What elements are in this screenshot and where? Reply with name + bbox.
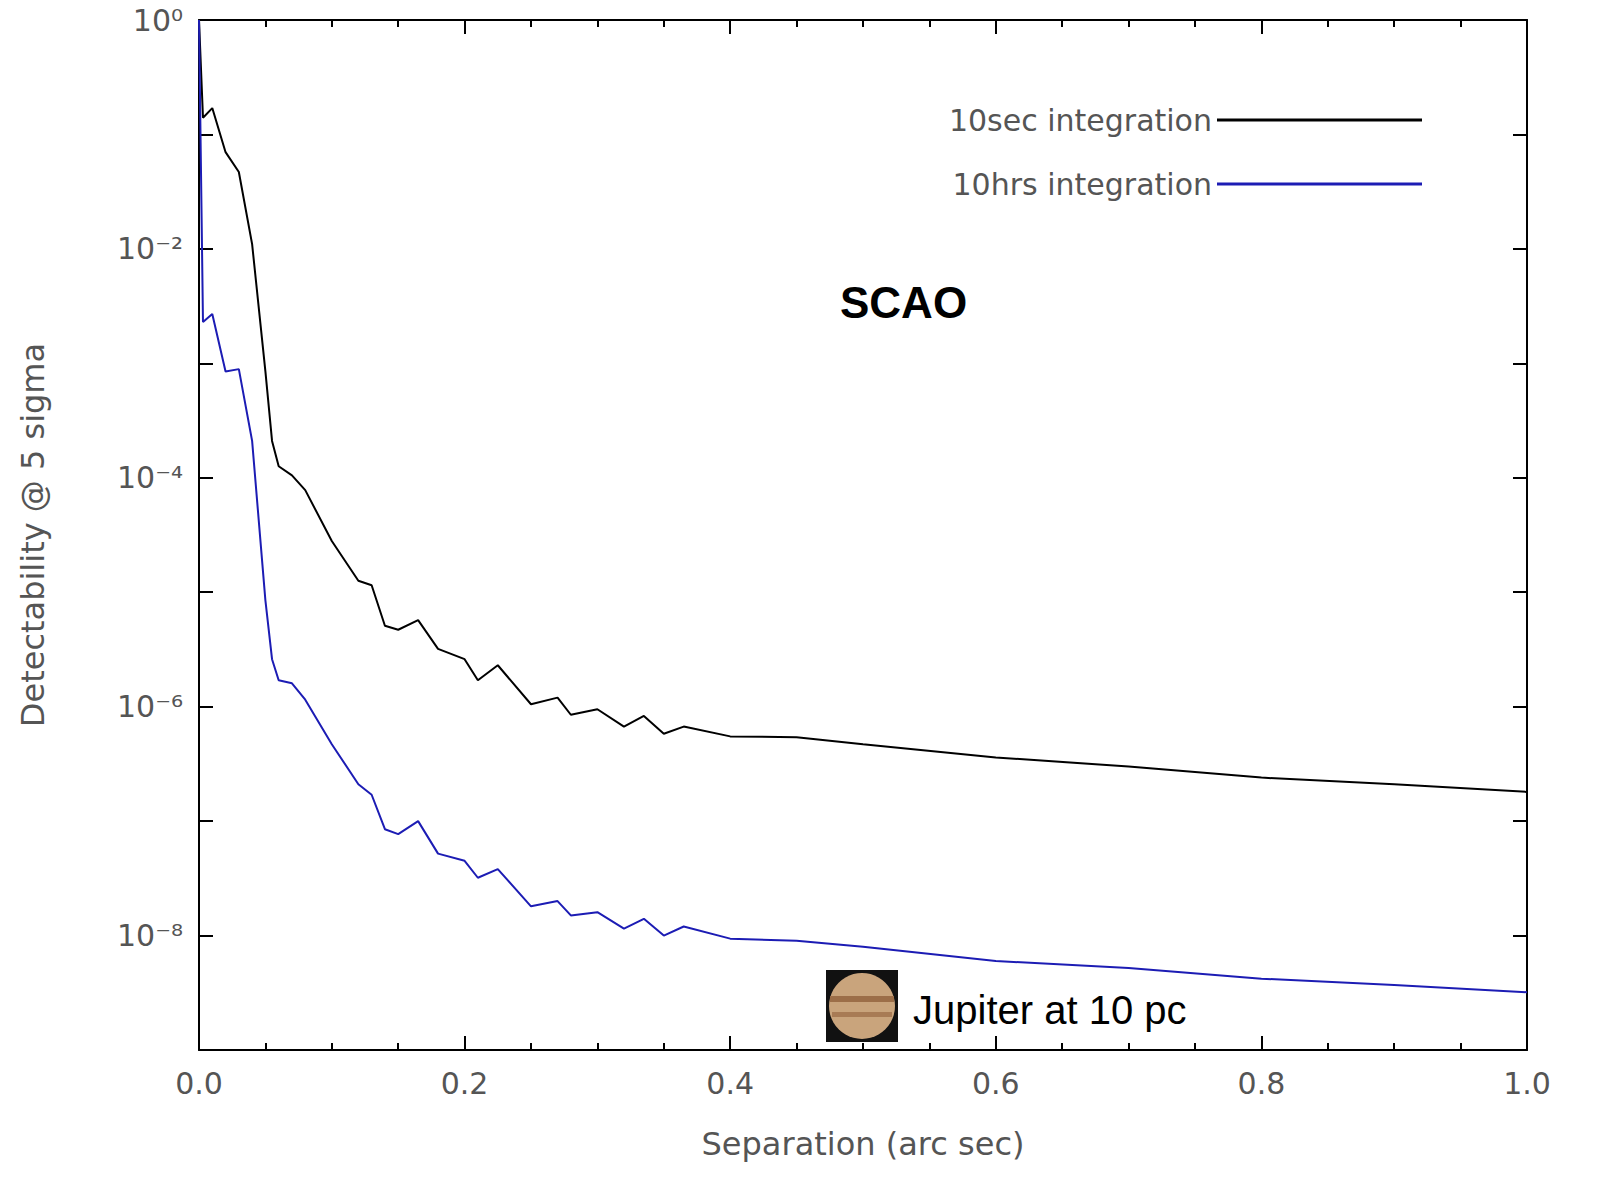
svg-text:0.0: 0.0 bbox=[175, 1066, 223, 1101]
svg-text:10⁻²: 10⁻² bbox=[117, 231, 183, 266]
svg-text:0.8: 0.8 bbox=[1238, 1066, 1286, 1101]
svg-text:1.0: 1.0 bbox=[1503, 1066, 1551, 1101]
svg-text:10sec integration: 10sec integration bbox=[949, 103, 1212, 138]
svg-text:Detectability @ 5 sigma: Detectability @ 5 sigma bbox=[14, 343, 52, 727]
svg-text:0.4: 0.4 bbox=[706, 1066, 754, 1101]
svg-text:SCAO: SCAO bbox=[840, 278, 967, 327]
svg-text:10⁻⁶: 10⁻⁶ bbox=[117, 689, 183, 724]
svg-text:10⁻⁸: 10⁻⁸ bbox=[117, 918, 183, 953]
svg-text:0.2: 0.2 bbox=[441, 1066, 489, 1101]
svg-text:Jupiter at 10 pc: Jupiter at 10 pc bbox=[913, 988, 1187, 1032]
svg-text:Separation (arc sec): Separation (arc sec) bbox=[702, 1125, 1025, 1163]
svg-text:10hrs integration: 10hrs integration bbox=[953, 167, 1212, 202]
svg-text:0.6: 0.6 bbox=[972, 1066, 1020, 1101]
svg-text:10⁰: 10⁰ bbox=[133, 3, 183, 38]
svg-text:10⁻⁴: 10⁻⁴ bbox=[117, 460, 183, 495]
